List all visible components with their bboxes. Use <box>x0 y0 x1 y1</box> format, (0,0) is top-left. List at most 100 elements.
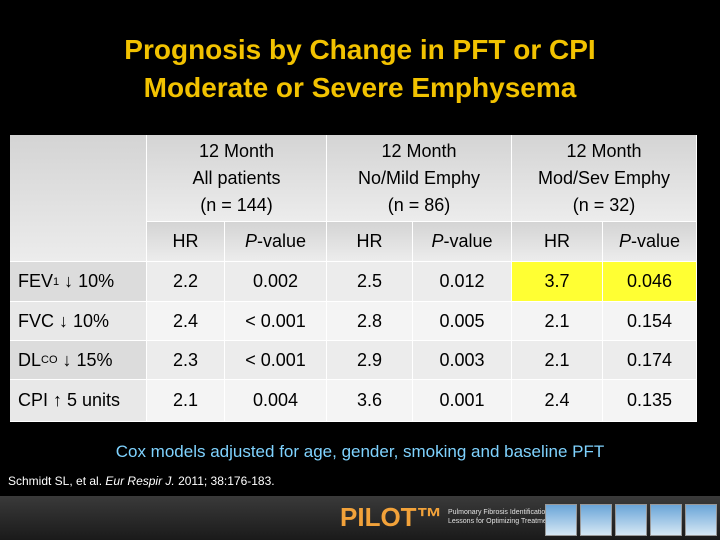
row-label: ↓ 15% <box>57 349 113 370</box>
cell-value: 2.1 <box>544 310 570 331</box>
citation-text: 2011; 38:176-183. <box>174 474 275 488</box>
cell: 12 Month Mod/Sev Emphy (n = 32) <box>512 135 697 222</box>
cell: 2.4 <box>147 302 225 341</box>
group-header-line: Mod/Sev Emphy <box>537 167 671 188</box>
cell: 2.1 <box>512 341 603 380</box>
row-label: DL <box>18 349 42 370</box>
cell-value: 0.154 <box>626 310 673 331</box>
cell-value: 0.174 <box>626 349 673 370</box>
cell: 0.174 <box>603 341 697 380</box>
cell: HR <box>327 222 413 262</box>
cell: < 0.001 <box>225 302 327 341</box>
cell-value: 0.012 <box>439 271 485 291</box>
photo <box>685 504 717 536</box>
cell-value: 0.135 <box>626 390 673 410</box>
cell-value: 2.1 <box>172 390 199 410</box>
cell-value: < 0.001 <box>245 349 306 370</box>
row-label: FEV <box>18 271 54 291</box>
cell: P -value <box>413 222 512 262</box>
footer: PILOT™ Pulmonary Fibrosis Identification… <box>0 496 720 540</box>
cell: FVC ↓ 10% <box>10 302 147 341</box>
cell: DL CO ↓ 15% <box>10 341 147 380</box>
cell-value: 2.1 <box>544 349 570 370</box>
cell: P -value <box>603 222 697 262</box>
cell: 2.5 <box>327 262 413 302</box>
cell-value: 2.4 <box>544 390 570 410</box>
group-header-line: All patients <box>192 167 281 188</box>
cell: 3.7 <box>512 262 603 302</box>
title: Prognosis by Change in PFT or CPI <box>124 34 596 65</box>
subheader: -value <box>630 231 681 251</box>
cell-value: 0.046 <box>626 271 673 291</box>
row-label-sub: 1 <box>53 275 60 288</box>
group-header-line: (n = 144) <box>200 194 273 215</box>
cell: 12 Month No/Mild Emphy (n = 86) <box>327 135 512 222</box>
row-label: ↓ 10% <box>59 271 115 291</box>
photo <box>615 504 647 536</box>
cell: 0.004 <box>225 380 327 422</box>
cell-value: 2.5 <box>356 271 383 291</box>
tagline-line: Lessons for Optimizing Treatment <box>448 518 553 525</box>
tagline: Pulmonary Fibrosis Identification: Lesson… <box>448 508 553 526</box>
cell-value: 3.6 <box>356 390 383 410</box>
logo: PILOT™ <box>340 502 443 532</box>
group-header-line: (n = 86) <box>387 194 451 215</box>
subheader-italic: P <box>618 231 631 251</box>
photo <box>545 504 577 536</box>
cell-value: 0.005 <box>439 310 485 331</box>
cell: 0.002 <box>225 262 327 302</box>
cell: 3.6 <box>327 380 413 422</box>
group-header-line: 12 Month <box>198 140 275 161</box>
cell-value: 2.2 <box>172 271 199 291</box>
cell-value: 0.004 <box>252 390 299 410</box>
row-label-sub: CO <box>41 354 58 366</box>
subheader: -value <box>443 231 493 251</box>
group-header-line: No/Mild Emphy <box>357 167 481 188</box>
cell-value: 0.003 <box>439 349 485 370</box>
photo <box>580 504 612 536</box>
cell: 2.8 <box>327 302 413 341</box>
cell: FEV 1 ↓ 10% <box>10 262 147 302</box>
cell: 0.154 <box>603 302 697 341</box>
row-label: FVC ↓ 10% <box>18 310 110 331</box>
cell: 0.001 <box>413 380 512 422</box>
group-header-line: (n = 32) <box>572 194 636 215</box>
cell: 0.135 <box>603 380 697 422</box>
cell-value: 0.002 <box>252 271 299 291</box>
title: Moderate or Severe Emphysema <box>143 72 577 103</box>
citation: Schmidt SL, et al. Eur Respir J. 2011; 3… <box>8 474 275 488</box>
cell: 0.012 <box>413 262 512 302</box>
cell: 2.9 <box>327 341 413 380</box>
cell-value: 0.001 <box>439 390 485 410</box>
note: Cox models adjusted for age, gender, smo… <box>115 442 605 461</box>
cell-value: 3.7 <box>544 271 570 291</box>
cell: 2.3 <box>147 341 225 380</box>
cell: < 0.001 <box>225 341 327 380</box>
cell <box>10 135 147 262</box>
cell: HR <box>147 222 225 262</box>
cell: 12 Month All patients (n = 144) <box>147 135 327 222</box>
cell: 0.003 <box>413 341 512 380</box>
cell: 2.1 <box>512 302 603 341</box>
group-header-line: 12 Month <box>381 140 457 161</box>
photo <box>650 504 682 536</box>
row-label: CPI ↑ 5 units <box>18 390 121 410</box>
cell: 2.1 <box>147 380 225 422</box>
subheader: HR <box>172 231 199 251</box>
subheader: -value <box>256 231 307 251</box>
cell-value: 2.8 <box>356 310 383 331</box>
cell-value: 2.3 <box>172 349 199 370</box>
cell: 2.2 <box>147 262 225 302</box>
cell: CPI ↑ 5 units <box>10 380 147 422</box>
tagline-line: Pulmonary Fibrosis Identification: <box>448 509 552 516</box>
subheader-italic: P <box>244 231 257 251</box>
subheader: HR <box>356 231 383 251</box>
cell: P -value <box>225 222 327 262</box>
subheader: HR <box>544 231 570 251</box>
citation-text: Schmidt SL, et al. <box>8 474 106 488</box>
cell: 0.005 <box>413 302 512 341</box>
cell-value: < 0.001 <box>245 310 306 331</box>
citation-journal: Eur Respir J. <box>105 474 175 488</box>
cell-value: 2.9 <box>356 349 383 370</box>
